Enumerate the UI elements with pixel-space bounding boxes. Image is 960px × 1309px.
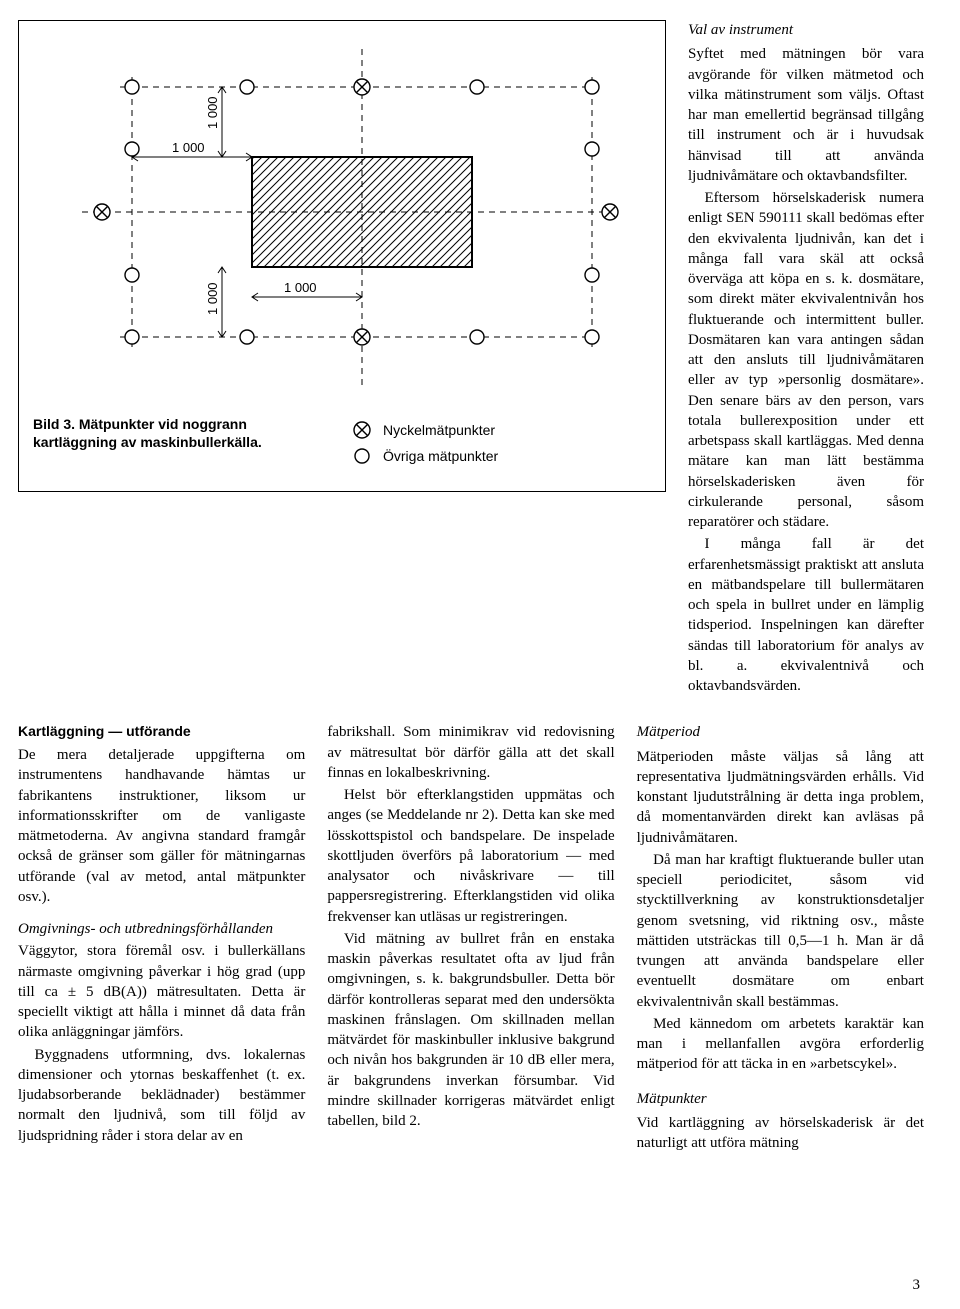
figure-diagram: 1 000 1 000 1 000 1 000 <box>62 37 622 397</box>
heading-matperiod: Mätperiod <box>637 722 924 742</box>
heading-kartlaggning: Kartläggning — utförande <box>18 722 305 741</box>
col1-p3: Byggnadens utformning, dvs. lokalernas d… <box>18 1045 305 1146</box>
col2-p3: Vid mätning av bullret från en enstaka m… <box>327 929 614 1132</box>
dim-c: 1 000 <box>205 96 220 129</box>
col1-p1: De mera detaljerade uppgifterna om instr… <box>18 745 305 907</box>
dim-b: 1 000 <box>284 280 317 295</box>
col3-p3: Med kännedom om arbetets karaktär kan ma… <box>637 1014 924 1075</box>
figure-caption: Bild 3. Mätpunkter vid noggrann kartlägg… <box>33 415 323 451</box>
col3-p2: Då man har kraftigt fluktuerande buller … <box>637 850 924 1012</box>
legend-key-label: Nyckelmätpunkter <box>383 421 495 440</box>
right-p2: Eftersom hörselskaderisk numera enligt S… <box>688 188 924 532</box>
right-p3: I många fall är det erfarenhetsmässigt p… <box>688 534 924 696</box>
legend-other-label: Övriga mätpunkter <box>383 447 498 466</box>
figure-3: 1 000 1 000 1 000 1 000 <box>18 20 666 492</box>
right-p1: Syftet med mätningen bör vara avgörande … <box>688 44 924 186</box>
subheading-omgivnings: Omgivnings- och utbredningsförhållanden <box>18 919 305 939</box>
heading-matpunkter: Mätpunkter <box>637 1089 924 1109</box>
other-marker-icon <box>351 445 373 467</box>
col3-p1: Mätperioden måste väljas så lång att rep… <box>637 747 924 848</box>
figure-legend: Nyckelmätpunkter Övriga mätpunkter <box>351 415 498 471</box>
col2-p2: Helst bör efterklangstiden uppmätas och … <box>327 785 614 927</box>
heading-val-av-instrument: Val av instrument <box>688 20 924 40</box>
dim-d: 1 000 <box>205 282 220 315</box>
key-marker-icon <box>351 419 373 441</box>
col3-p4: Vid kartläggning av hörselskaderisk är d… <box>637 1113 924 1154</box>
page-number: 3 <box>913 1275 921 1295</box>
machine-block <box>252 157 472 267</box>
dim-a: 1 000 <box>172 140 205 155</box>
col1-p2: Väggytor, stora föremål osv. i bullerkäl… <box>18 941 305 1042</box>
col2-p1: fabrikshall. Som minimikrav vid redovisn… <box>327 722 614 783</box>
